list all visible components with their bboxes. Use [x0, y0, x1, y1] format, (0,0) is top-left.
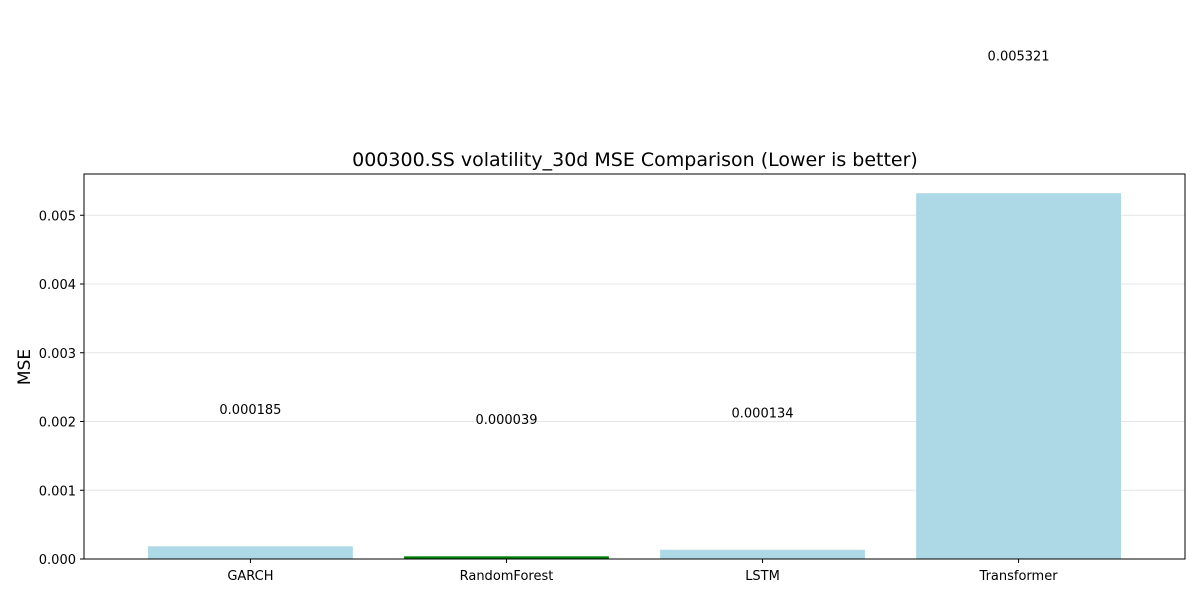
y-tick-label: 0.004 [39, 278, 76, 293]
y-axis-label: MSE [15, 349, 35, 385]
x-tick-label: LSTM [745, 569, 780, 584]
bar-randomforest [404, 556, 609, 559]
data-label-transformer: 0.005321 [988, 50, 1050, 65]
bar-lstm [660, 549, 865, 559]
x-axis: GARCH RandomForest LSTM Transformer [227, 559, 1058, 584]
bars [148, 193, 1121, 559]
data-label-lstm: 0.000134 [732, 406, 794, 421]
bar-garch [148, 546, 353, 559]
chart-title: 000300.SS volatility_30d MSE Comparison … [352, 149, 918, 171]
y-axis: 0.000 0.001 0.002 0.003 0.004 0.005 [39, 209, 84, 568]
x-tick-label: GARCH [227, 569, 273, 584]
value-labels: 0.000185 0.000039 0.000134 0.005321 [219, 50, 1049, 428]
x-tick-label: Transformer [979, 569, 1059, 584]
bar-transformer [916, 193, 1121, 559]
y-tick-label: 0.003 [39, 347, 76, 362]
y-tick-label: 0.000 [39, 553, 76, 568]
y-tick-label: 0.001 [39, 484, 76, 499]
plot-frame [83, 173, 1186, 560]
y-tick-label: 0.005 [39, 209, 76, 224]
data-label-garch: 0.000185 [219, 403, 281, 418]
x-tick-label: RandomForest [460, 569, 554, 584]
data-label-randomforest: 0.000039 [475, 413, 537, 428]
y-tick-label: 0.002 [39, 416, 76, 431]
